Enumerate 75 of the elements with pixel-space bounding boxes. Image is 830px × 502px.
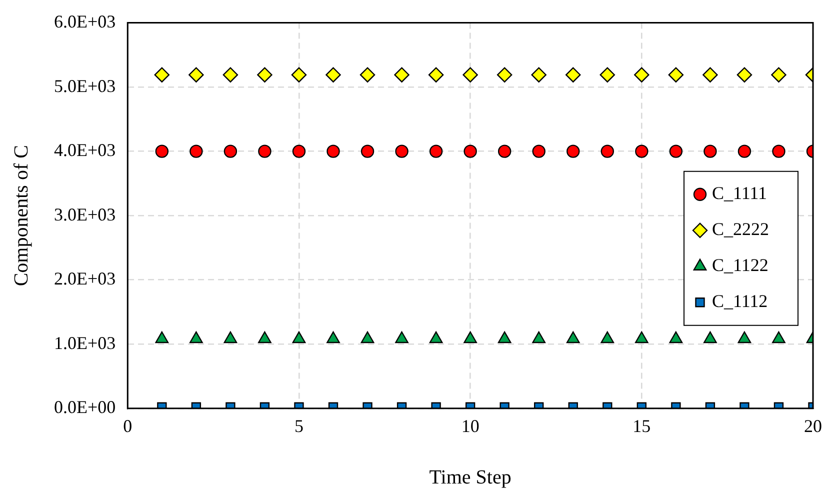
- point: [222, 67, 238, 82]
- point: [634, 67, 650, 82]
- point: [669, 144, 683, 158]
- point: [360, 67, 376, 82]
- point: [702, 67, 718, 82]
- y-tick-label: 1.0E+03: [54, 332, 116, 353]
- point: [257, 67, 272, 82]
- point: [532, 331, 546, 344]
- point: [190, 331, 203, 344]
- point: [291, 67, 307, 82]
- point: [395, 331, 408, 344]
- point: [188, 67, 204, 82]
- point: [429, 331, 443, 344]
- point: [258, 144, 272, 158]
- point: [704, 331, 717, 344]
- point: [600, 331, 614, 344]
- point: [462, 67, 478, 82]
- point: [771, 67, 786, 82]
- point: [498, 331, 512, 344]
- point: [224, 144, 238, 158]
- point: [155, 144, 169, 158]
- point: [429, 144, 443, 158]
- point: [155, 331, 169, 344]
- point: [292, 144, 306, 158]
- point: [326, 331, 340, 344]
- point: [635, 144, 648, 158]
- legend-label: C_1111: [712, 183, 768, 204]
- x-tick-label: 0: [123, 416, 132, 436]
- point: [532, 144, 546, 158]
- point: [428, 67, 444, 82]
- point: [360, 331, 374, 344]
- point: [772, 331, 786, 344]
- y-tick-label: 6.0E+03: [54, 12, 116, 32]
- x-tick-label: 10: [461, 416, 480, 436]
- point: [772, 144, 786, 158]
- point: [496, 67, 512, 82]
- point: [669, 331, 683, 344]
- point: [600, 144, 614, 158]
- point: [498, 144, 512, 158]
- x-tick-label: 5: [294, 416, 304, 436]
- point: [704, 144, 717, 158]
- point: [360, 144, 374, 158]
- x-tick-label: 20: [804, 416, 822, 436]
- point: [635, 331, 648, 344]
- point: [736, 67, 752, 82]
- y-tick-label: 5.0E+03: [54, 76, 116, 96]
- point: [395, 144, 408, 158]
- point: [292, 331, 306, 344]
- point: [258, 331, 272, 344]
- x-axis-title: Time Step: [429, 466, 512, 488]
- point: [464, 144, 477, 158]
- legend-label: C_1112: [712, 291, 768, 312]
- legend-label: C_2222: [712, 219, 770, 240]
- y-axis-title: Components of C: [10, 145, 32, 286]
- point: [668, 67, 684, 82]
- point: [154, 67, 170, 82]
- legend-label: C_1122: [712, 255, 768, 276]
- point: [326, 144, 340, 158]
- point: [190, 144, 203, 158]
- point: [566, 144, 580, 158]
- point: [224, 331, 238, 344]
- point: [464, 331, 477, 344]
- y-tick-label: 0.0E+00: [54, 397, 116, 418]
- point: [566, 331, 580, 344]
- y-tick-label: 2.0E+03: [54, 268, 116, 289]
- point: [566, 67, 581, 82]
- point: [394, 67, 410, 82]
- point: [326, 67, 341, 82]
- x-tick-label: 15: [632, 416, 651, 436]
- point: [531, 67, 546, 82]
- point: [738, 331, 752, 344]
- point: [738, 144, 752, 158]
- point: [600, 67, 615, 82]
- y-tick-label: 4.0E+03: [54, 140, 116, 160]
- y-tick-label: 3.0E+03: [54, 204, 116, 224]
